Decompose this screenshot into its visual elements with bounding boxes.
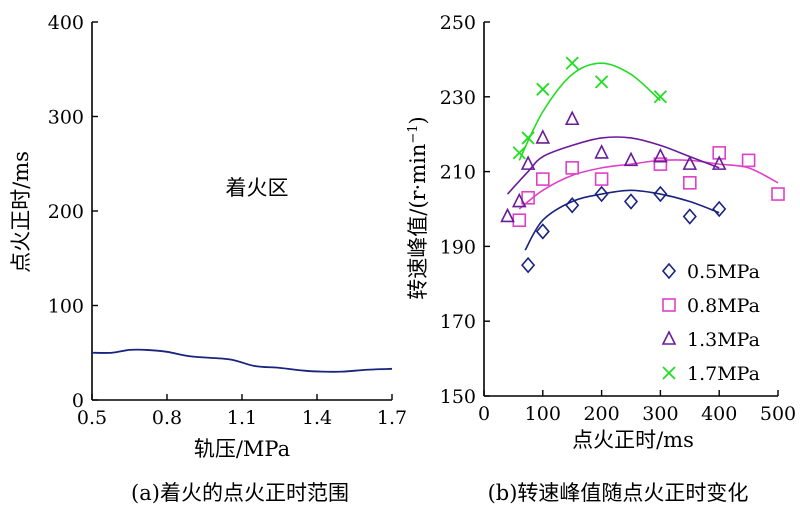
panel-b-ytick-label: 190 <box>440 236 476 258</box>
panel-b-ytick-label: 150 <box>440 386 476 408</box>
legend-marker-1.3MPa <box>661 330 677 345</box>
data-point-1.3MPa <box>594 144 609 159</box>
data-point-0.8MPa <box>512 213 527 228</box>
data-point-0.8MPa <box>535 172 550 186</box>
panel-b-ylabel-main: 转速峰值/(r·min <box>406 144 430 300</box>
data-point-0.8MPa <box>741 153 756 168</box>
legend-marker-1.7MPa-stroke <box>662 366 676 380</box>
panel-a-ytick-label: 100 <box>48 296 84 318</box>
data-point-1.3MPa <box>520 155 536 170</box>
data-point-0.5MPa <box>682 208 697 225</box>
panel-a-ticks: 0.5 0.8 1.1 1.4 1.7 0 100 200 300 400 <box>48 12 407 429</box>
panel-b-xlabel: 点火正时/ms <box>572 428 694 452</box>
panel-b-points <box>500 56 785 274</box>
data-point-0.5MPa <box>623 193 639 210</box>
data-point-0.8MPa <box>771 187 785 201</box>
fit-line-0.8MPa <box>518 159 779 210</box>
data-point-0.8MPa <box>594 172 609 186</box>
panel-b-ytick-label: 170 <box>440 311 476 333</box>
data-point-1.7MPa <box>594 75 609 89</box>
legend-marker-0.5MPa <box>661 262 677 280</box>
panel-b: 0 100 200 300 400 500 150 170 190 210 230 250 0.5MP… <box>406 12 796 505</box>
data-point-1.7MPa-stroke <box>521 131 535 145</box>
panel-b-fit-lines <box>506 62 779 251</box>
panel-a-xtick-label: 1.4 <box>302 407 332 429</box>
panel-b-ylabel-sup: −1 <box>406 124 421 143</box>
panel-a-xtick-label: 1.7 <box>377 407 407 429</box>
data-point-1.7MPa <box>521 131 535 145</box>
panel-b-ytick-label: 230 <box>440 87 476 109</box>
data-point-1.3MPa <box>682 155 698 170</box>
panel-a-ylabel: 点火正时/ms <box>9 151 33 273</box>
data-point-0.5MPa <box>712 200 727 218</box>
data-point-0.8MPa <box>521 190 535 205</box>
legend-label-1.3MPa: 1.3MPa <box>687 329 760 351</box>
panel-a-annotation: 着火区 <box>226 176 289 200</box>
panel-b-ylabel-close: ) <box>406 116 430 124</box>
legend-marker-0.8MPa <box>662 298 676 312</box>
panel-a-xtick-label: 0.5 <box>77 407 107 429</box>
legend-label-0.8MPa: 0.8MPa <box>687 295 760 317</box>
data-point-1.7MPa-stroke <box>653 90 668 104</box>
panel-b-xtick-label: 200 <box>583 403 619 425</box>
fit-line-1.7MPa <box>518 62 661 161</box>
data-point-1.7MPa <box>512 146 526 160</box>
data-point-1.7MPa-stroke <box>536 82 550 96</box>
data-point-1.3MPa <box>711 155 727 170</box>
data-point-1.3MPa <box>623 151 639 167</box>
panel-a-ytick-label: 400 <box>48 12 84 34</box>
panel-a-xtick-label: 0.8 <box>152 407 182 429</box>
panel-b-ytick-label: 210 <box>440 162 476 184</box>
panel-b-axes <box>483 22 778 397</box>
data-point-0.5MPa <box>653 185 668 203</box>
legend-marker-1.7MPa <box>662 366 676 380</box>
panel-b-ylabel: 转速峰值/(r·min−1) <box>406 116 430 300</box>
fit-line-0.5MPa <box>524 189 720 251</box>
data-point-1.7MPa-stroke <box>512 146 526 160</box>
panel-a-boundary-line <box>91 348 393 373</box>
data-point-1.3MPa <box>535 129 551 144</box>
panel-b-ticks: 0 100 200 300 400 500 150 170 190 210 230 250 <box>440 12 796 425</box>
panel-a-xlabel: 轨压/MPa <box>194 437 290 461</box>
data-point-1.7MPa-stroke <box>565 56 579 70</box>
panel-a-caption: (a)着火的点火正时范围 <box>131 481 349 505</box>
panel-a-ytick-label: 0 <box>72 390 84 412</box>
panel-b-xtick-label: 500 <box>760 403 796 425</box>
panel-a-series <box>91 348 393 373</box>
panel-b-xtick-label: 0 <box>478 403 490 425</box>
data-point-1.3MPa <box>511 192 527 208</box>
legend-label-1.7MPa: 1.7MPa <box>687 363 760 385</box>
data-point-0.8MPa <box>653 157 668 171</box>
panel-b-legend: 0.5MPa 0.8MPa 1.3MPa 1.7MPa <box>661 261 760 385</box>
panel-a-xtick-label: 1.1 <box>227 407 257 429</box>
data-point-1.3MPa <box>500 207 515 223</box>
data-point-0.5MPa <box>521 256 536 274</box>
panel-a-axes <box>91 22 392 401</box>
panel-b-xtick-label: 100 <box>525 403 561 425</box>
data-point-0.8MPa <box>682 176 697 190</box>
data-point-1.3MPa <box>564 110 580 126</box>
panel-b-ytick-label: 250 <box>440 12 476 34</box>
panel-b-xtick-label: 400 <box>701 403 737 425</box>
legend-label-0.5MPa: 0.5MPa <box>687 261 760 283</box>
data-point-1.7MPa <box>565 56 579 70</box>
data-point-1.7MPa <box>536 82 550 96</box>
panel-b-caption: (b)转速峰值随点火正时变化 <box>488 481 749 505</box>
data-point-0.5MPa <box>535 223 550 240</box>
panel-a-ytick-label: 300 <box>48 107 84 129</box>
panel-a-ytick-label: 200 <box>48 201 84 223</box>
data-point-1.7MPa <box>653 90 668 104</box>
data-point-1.3MPa <box>653 147 668 163</box>
panel-b-xtick-label: 300 <box>642 403 678 425</box>
data-point-0.5MPa <box>565 197 580 214</box>
data-point-1.7MPa-stroke <box>594 75 609 89</box>
data-point-0.8MPa <box>565 161 580 175</box>
data-point-0.5MPa <box>594 185 609 203</box>
